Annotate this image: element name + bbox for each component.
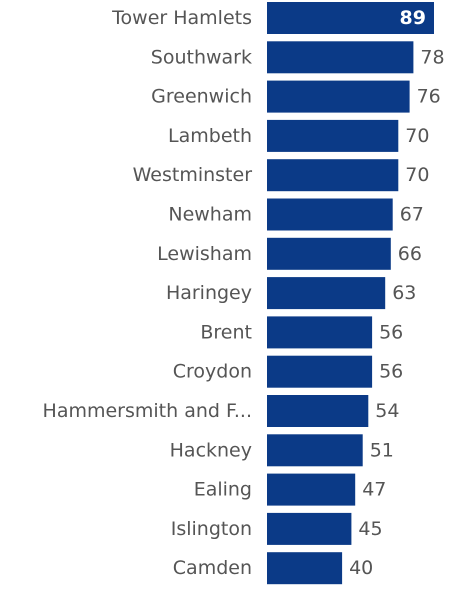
category-label: Lewisham: [157, 243, 252, 265]
category-label: Hammersmith and F...: [43, 400, 252, 422]
bar-5: [267, 199, 393, 231]
category-label: Haringey: [166, 282, 252, 304]
bar-7: [267, 277, 385, 309]
category-labels-group: Tower Hamlets Southwark Greenwich Lambeth We…: [43, 7, 253, 579]
value-label: 56: [379, 321, 403, 343]
value-label: 70: [405, 164, 429, 186]
value-label: 76: [417, 86, 441, 108]
bar-3: [267, 120, 398, 152]
value-label: 63: [392, 282, 416, 304]
value-label: 89: [400, 7, 426, 29]
bar-2: [267, 81, 410, 113]
value-label: 66: [398, 243, 422, 265]
category-label: Southwark: [151, 46, 252, 68]
category-label: Lambeth: [168, 125, 252, 147]
value-label: 54: [375, 400, 399, 422]
value-label: 67: [400, 204, 424, 226]
value-label: 70: [405, 125, 429, 147]
category-label: Greenwich: [151, 86, 252, 108]
category-label: Brent: [200, 321, 252, 343]
value-label: 45: [358, 518, 382, 540]
category-label: Croydon: [173, 361, 252, 383]
bar-14: [267, 552, 342, 584]
category-label: Newham: [168, 204, 252, 226]
value-label: 47: [362, 479, 386, 501]
category-label: Hackney: [170, 439, 252, 461]
category-label: Islington: [171, 518, 252, 540]
bar-12: [267, 474, 355, 506]
bar-6: [267, 238, 391, 270]
bar-1: [267, 41, 413, 73]
bar-11: [267, 434, 363, 466]
bar-4: [267, 159, 398, 191]
value-label: 56: [379, 361, 403, 383]
bar-9: [267, 356, 372, 388]
bar-10: [267, 395, 368, 427]
bar-8: [267, 316, 372, 348]
category-label: Camden: [173, 557, 252, 579]
category-label: Ealing: [194, 479, 252, 501]
value-label: 40: [349, 557, 373, 579]
value-label: 78: [420, 46, 444, 68]
category-label: Westminster: [133, 164, 253, 186]
category-label: Tower Hamlets: [111, 7, 252, 29]
value-label: 51: [370, 439, 394, 461]
bar-13: [267, 513, 351, 545]
